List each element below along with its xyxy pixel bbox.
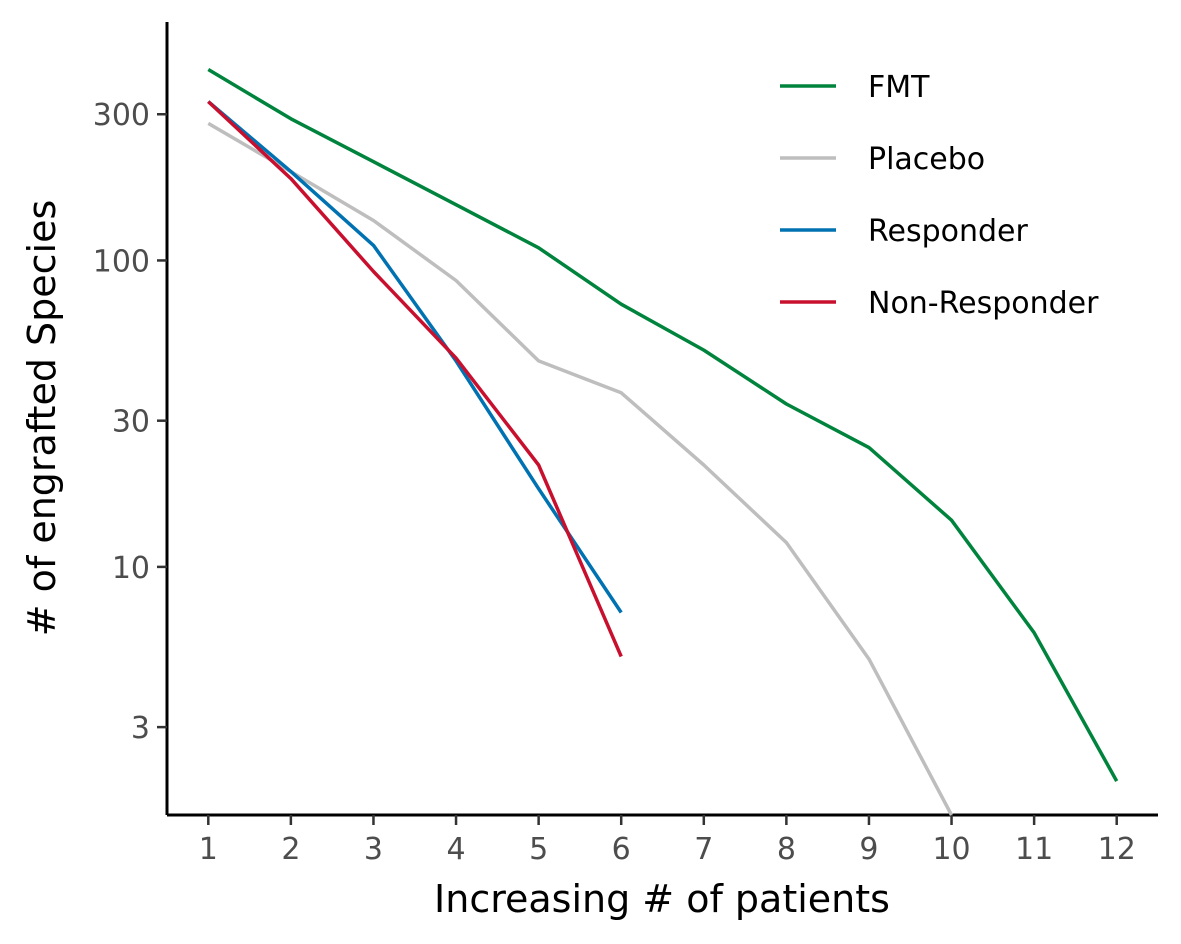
x-tick-label: 3 bbox=[364, 832, 383, 867]
x-axis-title: Increasing # of patients bbox=[434, 877, 890, 921]
y-tick-label: 10 bbox=[112, 551, 150, 586]
x-tick-label: 9 bbox=[859, 832, 878, 867]
x-tick-label: 10 bbox=[932, 832, 970, 867]
x-tick-label: 7 bbox=[694, 832, 713, 867]
x-tick-label: 2 bbox=[281, 832, 300, 867]
series-line-fmt bbox=[207, 67, 1119, 782]
series-line-non-responder bbox=[207, 100, 623, 658]
x-tick-label: 11 bbox=[1015, 832, 1053, 867]
y-tick-label: 30 bbox=[112, 405, 150, 440]
x-tick-label: 12 bbox=[1098, 832, 1136, 867]
legend-label-placebo: Placebo bbox=[868, 142, 985, 177]
y-tick-label: 100 bbox=[93, 244, 150, 279]
x-tick-label: 4 bbox=[446, 832, 465, 867]
x-tick-label: 6 bbox=[612, 832, 631, 867]
legend-label-fmt: FMT bbox=[868, 70, 930, 105]
series-line-responder bbox=[207, 100, 623, 614]
series-line-placebo bbox=[207, 121, 954, 816]
x-tick-label: 5 bbox=[529, 832, 548, 867]
legend-label-non-responder: Non-Responder bbox=[868, 286, 1099, 321]
y-tick-label: 3 bbox=[131, 711, 150, 746]
x-tick-label: 1 bbox=[199, 832, 218, 867]
y-tick-label: 300 bbox=[93, 98, 150, 133]
axes bbox=[165, 22, 1158, 817]
legend: FMT Placebo Responder Non-Responder bbox=[780, 70, 1099, 321]
series-lines bbox=[207, 67, 1119, 816]
legend-label-responder: Responder bbox=[868, 214, 1028, 249]
y-axis-title: # of engrafted Species bbox=[20, 200, 64, 637]
x-tick-label: 8 bbox=[777, 832, 796, 867]
